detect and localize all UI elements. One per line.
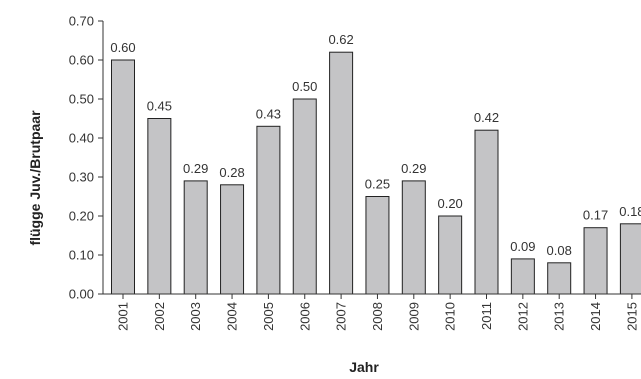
y-tick-label: 0.70 [69,14,94,29]
bar-2012 [510,258,535,295]
y-tick-label: 0.60 [69,53,94,68]
data-label-2014: 0.17 [583,208,608,223]
y-tick-label: 0.10 [69,248,94,263]
data-label-2008: 0.25 [365,177,390,192]
y-tick-label: 0.20 [69,209,94,224]
data-label-2012: 0.09 [510,239,535,254]
x-ticks-group: 2001 2002 2003 2004 2005 2006 2007 2008 2009 2010… [116,294,639,331]
data-label-2010: 0.20 [437,196,462,211]
x-tick-label-2004: 2004 [225,302,240,331]
data-label-2007: 0.62 [328,32,353,47]
bars-group [111,51,641,295]
x-tick-label-2007: 2007 [334,302,349,331]
x-tick-label-2010: 2010 [443,302,458,331]
x-tick-label-2014: 2014 [588,302,603,331]
bar-2011 [474,129,499,295]
data-label-2011: 0.42 [474,110,499,125]
data-label-2013: 0.08 [547,243,572,258]
bar-2010 [438,215,463,295]
data-label-2015: 0.18 [619,204,641,219]
data-label-2009: 0.29 [401,161,426,176]
data-label-2003: 0.29 [183,161,208,176]
y-tick-label: 0.40 [69,131,94,146]
y-tick-label: 0.50 [69,92,94,107]
bar-2006 [292,98,317,295]
y-ticks-group: 0.00 0.10 0.20 0.30 0.40 0.50 0.60 0.70 [69,14,103,302]
x-tick-label-2015: 2015 [624,302,639,331]
bar-2014 [583,227,608,295]
data-label-2004: 0.28 [219,165,244,180]
x-tick-label-2003: 2003 [188,302,203,331]
bar-2015 [619,223,641,295]
x-axis-title: Jahr [349,359,379,375]
bar-2002 [147,118,172,295]
bar-2007 [329,51,354,295]
data-label-2006: 0.50 [292,79,317,94]
x-tick-label-2009: 2009 [406,302,421,331]
y-tick-label: 0.30 [69,170,94,185]
x-tick-label-2001: 2001 [116,302,131,331]
x-tick-label-2005: 2005 [261,302,276,331]
x-tick-label-2008: 2008 [370,302,385,331]
x-tick-label-2006: 2006 [297,302,312,331]
bar-2008 [365,196,390,295]
bar-2001 [111,59,135,295]
bar-2009 [401,180,426,295]
x-tick-label-2012: 2012 [515,302,530,331]
bar-2013 [547,262,572,295]
bar-2005 [256,125,281,295]
x-tick-label-2002: 2002 [152,302,167,331]
data-labels-group: 0.60 0.45 0.29 0.28 0.43 0.50 0.62 0.25 0.29 0.20… [110,32,641,258]
y-axis-title: flügge Juv./Brutpaar [27,110,43,246]
x-tick-label-2011: 2011 [479,302,494,330]
y-tick-label: 0.00 [69,287,94,302]
data-label-2005: 0.43 [256,106,281,121]
data-label-2001: 0.60 [110,40,135,55]
bar-2003 [183,180,208,295]
x-tick-label-2013: 2013 [552,302,567,331]
data-label-2002: 0.45 [147,99,172,114]
bar-2004 [220,184,245,295]
